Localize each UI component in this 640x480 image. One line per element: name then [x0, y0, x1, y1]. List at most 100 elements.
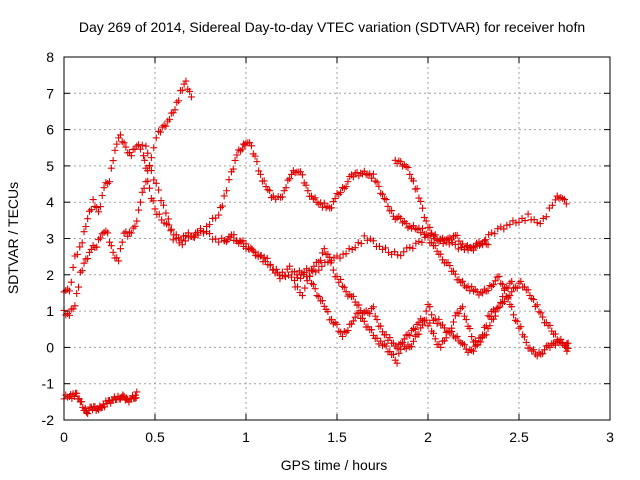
data-point [218, 202, 226, 210]
data-point [321, 259, 329, 267]
data-point [494, 225, 502, 233]
data-point [366, 235, 374, 243]
data-point [382, 196, 390, 204]
y-tick-label: 2 [46, 267, 54, 283]
data-point [500, 225, 508, 233]
data-point [340, 184, 348, 192]
data-point [297, 274, 305, 282]
data-point [413, 226, 421, 234]
data-point [453, 332, 461, 340]
data-point [482, 240, 490, 248]
data-point [379, 245, 386, 253]
y-tick-label: 6 [46, 122, 54, 138]
data-point [147, 154, 155, 162]
data-point [301, 284, 309, 292]
data-point [400, 335, 408, 343]
data-point [212, 214, 220, 222]
data-point [539, 350, 547, 358]
data-point [455, 310, 463, 318]
data-point [533, 219, 541, 227]
data-point [480, 323, 488, 331]
data-point [513, 284, 521, 292]
data-point [490, 281, 498, 289]
data-point [561, 196, 568, 204]
data-point [172, 234, 180, 242]
data-point [349, 173, 357, 181]
data-point [142, 178, 150, 186]
data-point [281, 273, 289, 281]
data-point [402, 219, 410, 227]
data-point [69, 263, 77, 271]
data-point [95, 208, 103, 216]
data-point [73, 250, 81, 258]
data-point [455, 276, 463, 284]
data-point [528, 295, 536, 303]
data-point [87, 245, 95, 253]
data-point [304, 187, 312, 195]
data-point [517, 277, 525, 285]
data-point [107, 164, 115, 172]
data-point [175, 97, 183, 105]
series-track-c [142, 139, 572, 360]
data-point [413, 320, 421, 328]
data-point [233, 151, 241, 159]
data-point [440, 324, 448, 332]
data-point [164, 117, 172, 125]
data-point [391, 156, 399, 164]
data-point [499, 293, 507, 301]
data-point [308, 192, 316, 200]
data-point [391, 356, 399, 364]
data-point [526, 344, 534, 352]
data-point [508, 277, 516, 285]
data-point [491, 230, 499, 238]
data-point [399, 339, 407, 347]
data-point [448, 324, 456, 332]
series-track-f [391, 156, 492, 254]
data-point [171, 106, 179, 114]
data-point [530, 346, 538, 354]
data-point [324, 258, 332, 266]
data-point [136, 198, 144, 206]
data-point [220, 192, 228, 200]
data-point [76, 268, 84, 276]
data-point [127, 229, 135, 237]
data-point [397, 252, 405, 260]
data-point [119, 391, 127, 399]
data-point [524, 210, 532, 218]
data-point [535, 308, 543, 316]
data-point [230, 231, 238, 239]
data-point [320, 199, 328, 207]
data-point [454, 245, 462, 253]
data-point [382, 331, 390, 339]
data-point [331, 195, 339, 203]
data-point [391, 248, 399, 256]
data-point [411, 325, 419, 333]
data-point [197, 227, 204, 235]
data-point [248, 245, 256, 253]
data-point [187, 233, 195, 241]
data-point [155, 127, 163, 135]
data-point [122, 394, 130, 402]
data-point [167, 227, 175, 235]
data-point [159, 201, 167, 209]
data-point [408, 326, 416, 334]
data-point [311, 194, 319, 202]
data-point [470, 246, 477, 254]
data-point [358, 314, 366, 322]
data-point [338, 184, 346, 192]
data-point [238, 145, 246, 153]
x-axis-label: GPS time / hours [281, 457, 388, 473]
data-point [111, 146, 119, 154]
data-point [426, 303, 434, 311]
data-point [345, 245, 353, 253]
data-point [373, 334, 381, 342]
data-point [409, 325, 417, 333]
data-point [342, 328, 350, 336]
data-point [564, 339, 572, 347]
data-point [479, 289, 487, 297]
y-tick-label: 1 [46, 303, 54, 319]
data-point [395, 349, 403, 357]
data-point [217, 204, 225, 212]
series-track-b [60, 77, 195, 319]
data-point [107, 242, 115, 250]
